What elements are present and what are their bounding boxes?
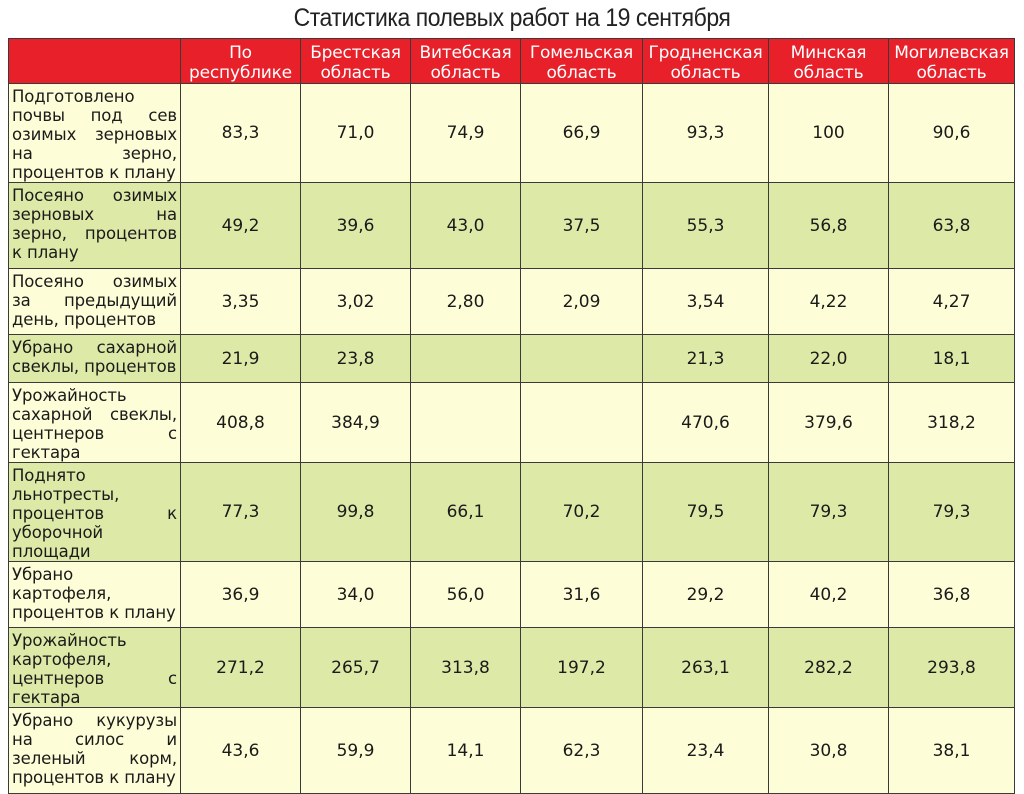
table-row: Посеяно озимых зерновых на зерно, процен… xyxy=(8,182,1015,269)
table-cell: 282,2 xyxy=(768,627,889,708)
header-row: По республике Брестская область Витебска… xyxy=(8,38,1015,84)
table-cell: 36,9 xyxy=(180,561,301,628)
table-cell xyxy=(520,382,643,463)
column-header: Могилевская область xyxy=(888,38,1015,84)
table-cell: 56,8 xyxy=(768,182,889,269)
table-cell: 265,7 xyxy=(300,627,411,708)
table-cell: 71,0 xyxy=(300,83,411,183)
table-cell: 18,1 xyxy=(888,334,1015,383)
table-cell: 79,3 xyxy=(888,462,1015,562)
table-cell: 22,0 xyxy=(768,334,889,383)
table-row: Урожайность картофеля, центнеров с гекта… xyxy=(8,627,1015,708)
table-cell: 34,0 xyxy=(300,561,411,628)
table-cell: 43,0 xyxy=(410,182,521,269)
table-cell: 100 xyxy=(768,83,889,183)
table-cell: 271,2 xyxy=(180,627,301,708)
table-cell: 470,6 xyxy=(642,382,769,463)
table-cell: 79,5 xyxy=(642,462,769,562)
table-cell: 3,35 xyxy=(180,268,301,335)
table-cell: 4,22 xyxy=(768,268,889,335)
table-cell: 90,6 xyxy=(888,83,1015,183)
table-cell: 63,8 xyxy=(888,182,1015,269)
table-cell: 29,2 xyxy=(642,561,769,628)
table-cell xyxy=(410,334,521,383)
table-cell: 21,3 xyxy=(642,334,769,383)
table-cell: 293,8 xyxy=(888,627,1015,708)
row-label: Посеяно озимых за предыдущий день, проце… xyxy=(8,268,181,335)
table-cell: 74,9 xyxy=(410,83,521,183)
row-label: Урожайность сахарной свеклы, центнеров с… xyxy=(8,382,181,463)
table-row: Поднято льнотресты, процентов к уборочно… xyxy=(8,462,1015,562)
row-label: Поднято льнотресты, процентов к уборочно… xyxy=(8,462,181,562)
column-header: Гродненская область xyxy=(642,38,769,84)
table-cell: 2,09 xyxy=(520,268,643,335)
table-cell: 379,6 xyxy=(768,382,889,463)
table-cell: 77,3 xyxy=(180,462,301,562)
table-cell xyxy=(410,382,521,463)
header-corner xyxy=(8,38,181,84)
table-cell: 99,8 xyxy=(300,462,411,562)
table-cell: 66,1 xyxy=(410,462,521,562)
field-work-table: По республике Брестская область Витебска… xyxy=(8,38,1015,794)
row-label: Подготовлено почвы под сев озимых зернов… xyxy=(8,83,181,183)
table-cell: 21,9 xyxy=(180,334,301,383)
column-header: Гомельская область xyxy=(520,38,643,84)
table-cell: 39,6 xyxy=(300,182,411,269)
table-cell: 83,3 xyxy=(180,83,301,183)
table-row: Посеяно озимых за предыдущий день, проце… xyxy=(8,268,1015,335)
column-header: По республике xyxy=(180,38,301,84)
table-cell: 23,8 xyxy=(300,334,411,383)
column-header: Минская область xyxy=(768,38,889,84)
table-cell: 313,8 xyxy=(410,627,521,708)
table-cell: 79,3 xyxy=(768,462,889,562)
table-row: Урожайность сахарной свеклы, центнеров с… xyxy=(8,382,1015,463)
table-cell: 31,6 xyxy=(520,561,643,628)
table-cell: 263,1 xyxy=(642,627,769,708)
row-label: Урожайность картофеля, центнеров с гекта… xyxy=(8,627,181,708)
table-row: Убрано картофеля, процентов к плану 36,9 3… xyxy=(8,561,1015,628)
table-row: Убрано сахарной свеклы, процентов 21,9 23,… xyxy=(8,334,1015,383)
table-cell: 197,2 xyxy=(520,627,643,708)
table-cell: 66,9 xyxy=(520,83,643,183)
column-header: Витебская область xyxy=(410,38,521,84)
page-title: Статистика полевых работ на 19 сентября xyxy=(293,4,731,32)
table-cell: 3,02 xyxy=(300,268,411,335)
table-cell: 408,8 xyxy=(180,382,301,463)
table-cell: 55,3 xyxy=(642,182,769,269)
table-cell: 36,8 xyxy=(888,561,1015,628)
table-cell: 384,9 xyxy=(300,382,411,463)
row-label: Посеяно озимых зерновых на зерно, процен… xyxy=(8,182,181,269)
table-cell: 2,80 xyxy=(410,268,521,335)
table-cell: 56,0 xyxy=(410,561,521,628)
table-cell: 93,3 xyxy=(642,83,769,183)
table-cell: 4,27 xyxy=(888,268,1015,335)
column-header: Брестская область xyxy=(300,38,411,84)
table-row: Подготовлено почвы под сев озимых зернов… xyxy=(8,83,1015,183)
row-label: Убрано сахарной свеклы, процентов xyxy=(8,334,181,383)
row-label: Убрано картофеля, процентов к плану xyxy=(8,561,181,628)
table-cell: 49,2 xyxy=(180,182,301,269)
table-cell: 40,2 xyxy=(768,561,889,628)
table-cell: 70,2 xyxy=(520,462,643,562)
table-cell: 318,2 xyxy=(888,382,1015,463)
table-cell: 3,54 xyxy=(642,268,769,335)
table-cell xyxy=(520,334,643,383)
table-cell: 37,5 xyxy=(520,182,643,269)
